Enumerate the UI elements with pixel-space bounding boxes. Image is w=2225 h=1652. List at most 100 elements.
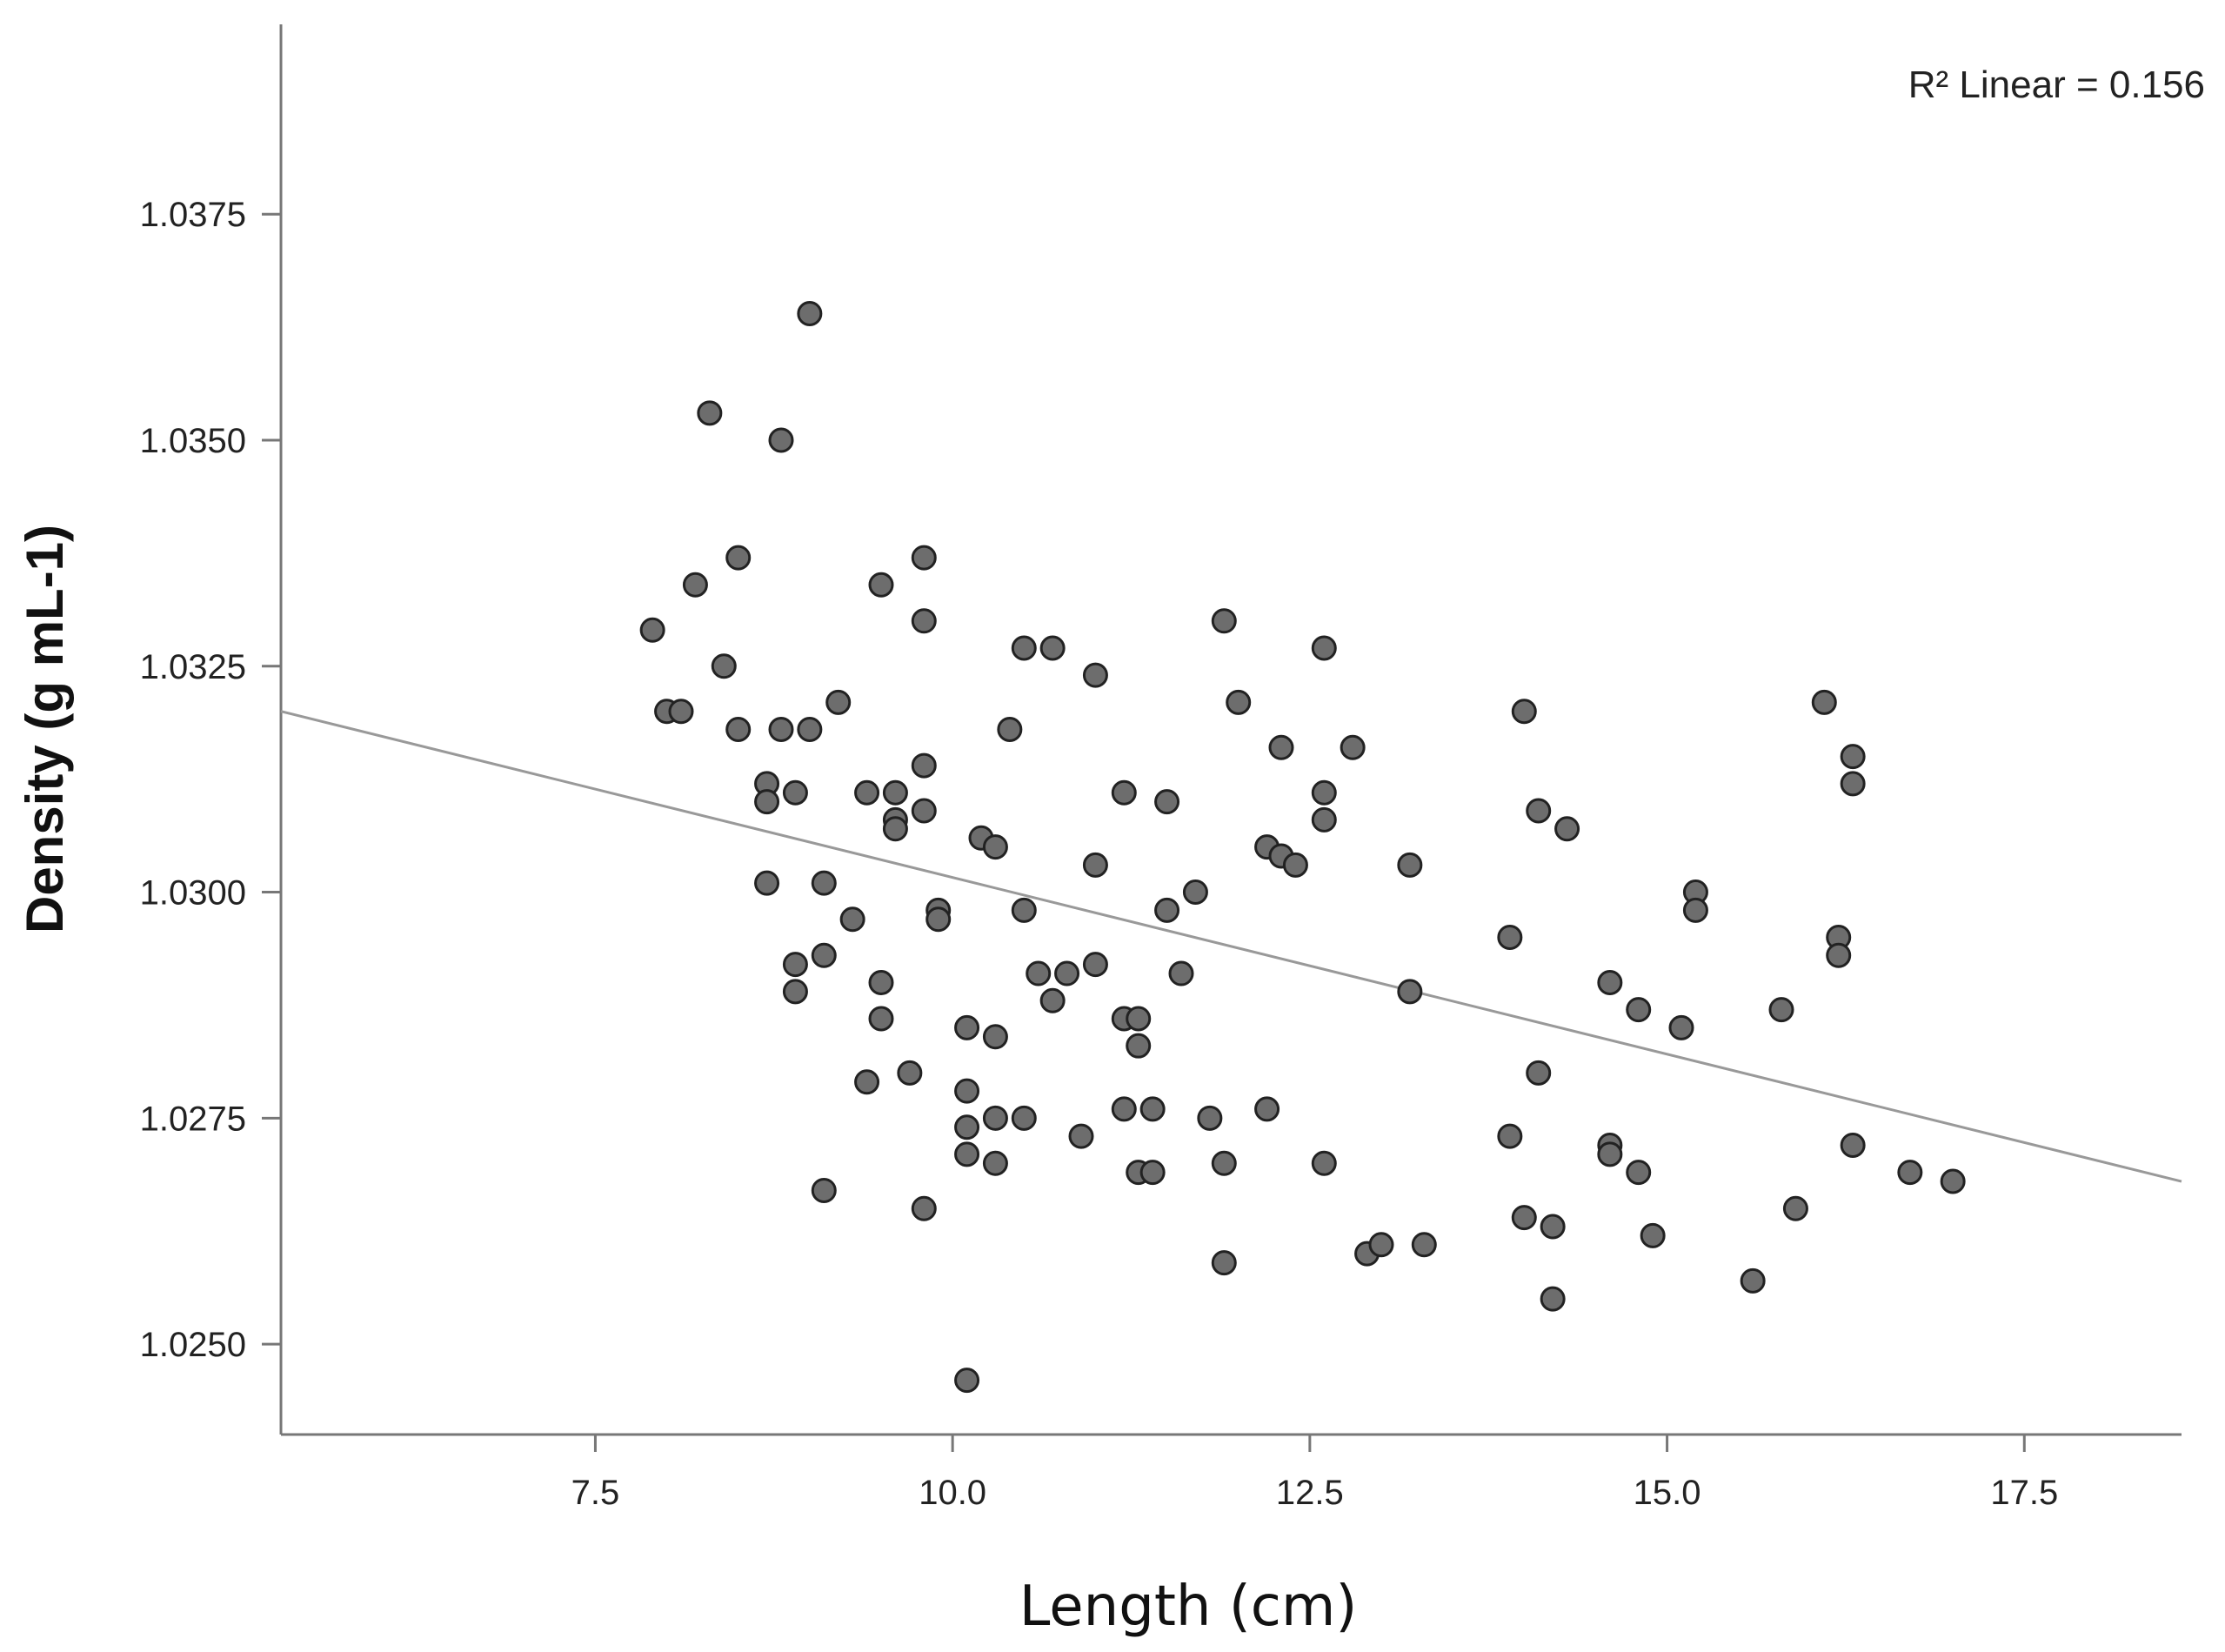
x-tick-label: 17.5 (1990, 1474, 2058, 1512)
data-point (868, 969, 894, 995)
data-point (839, 906, 865, 933)
data-point (1211, 608, 1237, 634)
data-point (1126, 1006, 1152, 1032)
data-point (954, 1014, 980, 1040)
data-point (782, 779, 808, 806)
data-point (1740, 1267, 1766, 1294)
data-point (725, 717, 752, 742)
data-point (811, 942, 837, 968)
data-point (1526, 798, 1552, 824)
data-point (1840, 744, 1866, 770)
data-point (782, 952, 808, 978)
data-point (1168, 960, 1194, 987)
data-point (1139, 1096, 1166, 1122)
data-point (911, 608, 937, 634)
data-point (1068, 1123, 1094, 1149)
data-point (1782, 1195, 1808, 1221)
data-point (639, 617, 665, 643)
data-point (882, 816, 908, 842)
data-point (982, 834, 1008, 860)
data-point (768, 717, 794, 742)
data-point (1082, 662, 1108, 688)
data-point (1411, 1232, 1437, 1258)
data-point (1540, 1286, 1566, 1312)
data-point (925, 906, 952, 933)
data-point (697, 400, 723, 426)
y-tick-label: 1.0275 (140, 1100, 246, 1138)
x-tick-label: 12.5 (1276, 1474, 1344, 1512)
data-point (1511, 1205, 1537, 1231)
data-point (768, 427, 794, 453)
data-point (1282, 852, 1308, 878)
x-tick-label: 7.5 (571, 1474, 620, 1512)
data-point (1940, 1168, 1966, 1194)
data-point (1197, 1105, 1223, 1131)
data-point (1554, 816, 1580, 842)
data-point (911, 752, 937, 779)
r-squared-annotation: R² Linear = 0.156 (1908, 64, 2205, 106)
data-point (1768, 997, 1794, 1023)
data-point (854, 1069, 880, 1095)
data-point (1540, 1214, 1566, 1240)
x-tick-label: 15.0 (1634, 1474, 1701, 1512)
data-point (797, 717, 823, 742)
data-point (1182, 880, 1208, 906)
y-axis-title: Density (g mL-1) (16, 525, 74, 933)
data-point (1082, 852, 1108, 878)
y-ticks: 1.0250 1.0275 1.0300 1.0325 1.0350 1.0375 (140, 196, 281, 1364)
data-point (897, 1060, 923, 1086)
data-point (1039, 635, 1066, 661)
data-point (1897, 1160, 1923, 1186)
data-point (811, 870, 837, 896)
data-point (1682, 897, 1708, 923)
x-ticks: 7.5 10.0 12.5 15.0 17.5 (571, 1435, 2058, 1512)
data-point (1840, 771, 1866, 797)
data-point (797, 301, 823, 327)
data-point (725, 545, 752, 571)
data-point (954, 1114, 980, 1140)
data-point (997, 717, 1023, 742)
data-point (782, 979, 808, 1005)
data-point (668, 699, 694, 725)
data-point (1497, 1123, 1523, 1149)
linear-fit-line (280, 710, 2182, 1183)
data-point (754, 870, 780, 896)
data-point (1597, 1141, 1623, 1167)
data-point (711, 653, 737, 679)
data-point (1154, 897, 1180, 923)
data-point (1311, 779, 1337, 806)
data-point (1497, 924, 1523, 950)
y-tick-label: 1.0250 (140, 1326, 246, 1364)
data-point (811, 1177, 837, 1203)
data-point (1226, 689, 1252, 715)
data-point (1640, 1222, 1666, 1248)
data-point (1511, 699, 1537, 725)
data-point (1268, 734, 1294, 760)
data-point (1111, 1096, 1137, 1122)
data-point (1111, 779, 1137, 806)
data-point (754, 789, 780, 815)
data-point (1026, 960, 1052, 987)
data-point (982, 1024, 1008, 1050)
fit-line-group (280, 710, 2182, 1183)
data-point (1626, 997, 1652, 1023)
y-tick-label: 1.0300 (140, 874, 246, 913)
data-points (639, 301, 1966, 1394)
x-axis-title: Length (cm) (1019, 1575, 1358, 1639)
data-point (682, 572, 708, 598)
data-point (825, 689, 852, 715)
data-point (1211, 1150, 1237, 1176)
data-point (1211, 1250, 1237, 1276)
data-point (1011, 1105, 1037, 1131)
data-point (1826, 942, 1852, 968)
data-point (1311, 635, 1337, 661)
data-point (954, 1368, 980, 1394)
data-point (954, 1078, 980, 1104)
data-point (1039, 987, 1066, 1013)
data-point (1526, 1060, 1552, 1086)
y-tick-label: 1.0375 (140, 196, 246, 234)
data-point (982, 1150, 1008, 1176)
data-point (954, 1141, 980, 1167)
y-tick-label: 1.0350 (140, 422, 246, 460)
x-tick-label: 10.0 (919, 1474, 986, 1512)
